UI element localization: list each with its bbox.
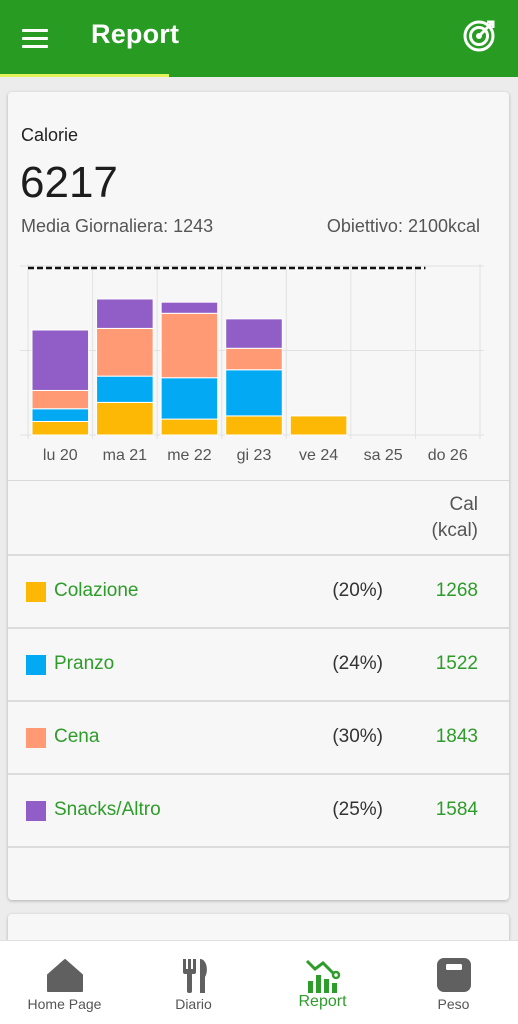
bar-segment (96, 298, 154, 329)
app-bar: Report (0, 0, 518, 77)
calorie-report-card: Calorie 6217 Media Giornaliera: 1243 Obi… (8, 92, 509, 900)
bar-segment (160, 312, 219, 379)
meal-value: 1584 (435, 799, 478, 820)
x-tick-label: ma 21 (103, 447, 148, 464)
bar-segment (225, 369, 283, 417)
header-cal: Cal (449, 494, 478, 515)
bottom-navigation: Home Page Diario Report Peso (0, 940, 518, 1024)
x-tick-label: gi 23 (237, 447, 272, 464)
bar-segment (160, 377, 219, 420)
page-title: Report (91, 19, 180, 49)
nav-home-label: Home Page (27, 996, 102, 1012)
bar-segment (96, 327, 154, 377)
nav-peso[interactable]: Peso (389, 941, 518, 1024)
table-row-cena[interactable]: Cena (30%) 1843 (8, 702, 509, 775)
nav-home[interactable]: Home Page (0, 941, 129, 1024)
table-row-colazione[interactable]: Colazione (20%) 1268 (8, 556, 509, 629)
nav-diario[interactable]: Diario (129, 941, 258, 1024)
nav-peso-label: Peso (437, 996, 470, 1012)
bar-segment (96, 375, 154, 403)
table-header: Cal (kcal) (8, 481, 509, 556)
bar-segment (96, 401, 154, 436)
meal-percent: (20%) (332, 580, 383, 601)
menu-icon[interactable] (14, 20, 56, 56)
meal-percent: (24%) (332, 653, 383, 674)
tab-indicator (0, 74, 169, 77)
meal-name[interactable]: Colazione (54, 580, 139, 601)
bar-segment (31, 329, 90, 391)
cutlery-icon (182, 959, 207, 993)
x-tick-label: me 22 (167, 447, 212, 464)
bar-segment (160, 418, 219, 436)
target-icon[interactable] (462, 17, 498, 53)
pranzo-swatch (26, 655, 46, 675)
table-row-pranzo[interactable]: Pranzo (24%) 1522 (8, 629, 509, 702)
colazione-swatch (26, 582, 46, 602)
bar-segment (225, 318, 283, 349)
calorie-total: 6217 (20, 158, 118, 207)
x-tick-label: ve 24 (299, 447, 338, 464)
cena-swatch (26, 728, 46, 748)
calorie-chart: lu 20 ma 21 me 22 gi 23 ve 24 sa 25 do 26 (20, 264, 484, 464)
meal-value: 1268 (435, 580, 478, 601)
bar-segment (31, 408, 90, 422)
bar-segment (225, 347, 283, 371)
bar-segment (289, 415, 348, 436)
meal-percent: (30%) (332, 726, 383, 747)
report-chart-icon (305, 959, 340, 993)
x-tick-label: sa 25 (364, 447, 403, 464)
x-tick-label: lu 20 (43, 447, 78, 464)
table-row-snacks[interactable]: Snacks/Altro (25%) 1584 (8, 775, 509, 848)
snacks-swatch (26, 801, 46, 821)
daily-average: Media Giornaliera: 1243 (21, 216, 214, 236)
meal-name[interactable]: Pranzo (54, 653, 115, 674)
calorie-label: Calorie (21, 125, 79, 145)
bar-segment (225, 415, 283, 436)
header-kcal: (kcal) (431, 520, 478, 541)
scale-icon (436, 958, 471, 992)
meal-table: Cal (kcal) Colazione (20%) 1268 Pranzo (… (8, 480, 509, 848)
meal-value: 1843 (435, 726, 478, 747)
meal-name[interactable]: Snacks/Altro (54, 799, 161, 820)
meal-value: 1522 (435, 653, 478, 674)
home-icon (46, 959, 83, 992)
bar-segment (160, 301, 219, 314)
nav-diario-label: Diario (175, 996, 212, 1012)
meal-name[interactable]: Cena (54, 726, 100, 747)
nav-report[interactable]: Report (258, 941, 387, 1024)
nav-report-label: Report (298, 993, 347, 1010)
bar-segment (31, 420, 90, 436)
calorie-goal: Obiettivo: 2100kcal (326, 216, 480, 236)
bar-segment (31, 389, 90, 410)
meal-percent: (25%) (332, 799, 383, 820)
x-tick-label: do 26 (428, 447, 468, 464)
